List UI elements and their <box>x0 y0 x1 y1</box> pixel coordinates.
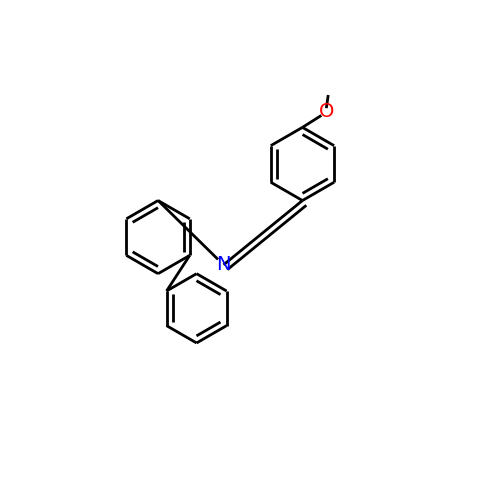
Text: N: N <box>216 256 231 274</box>
Text: O: O <box>318 102 334 122</box>
